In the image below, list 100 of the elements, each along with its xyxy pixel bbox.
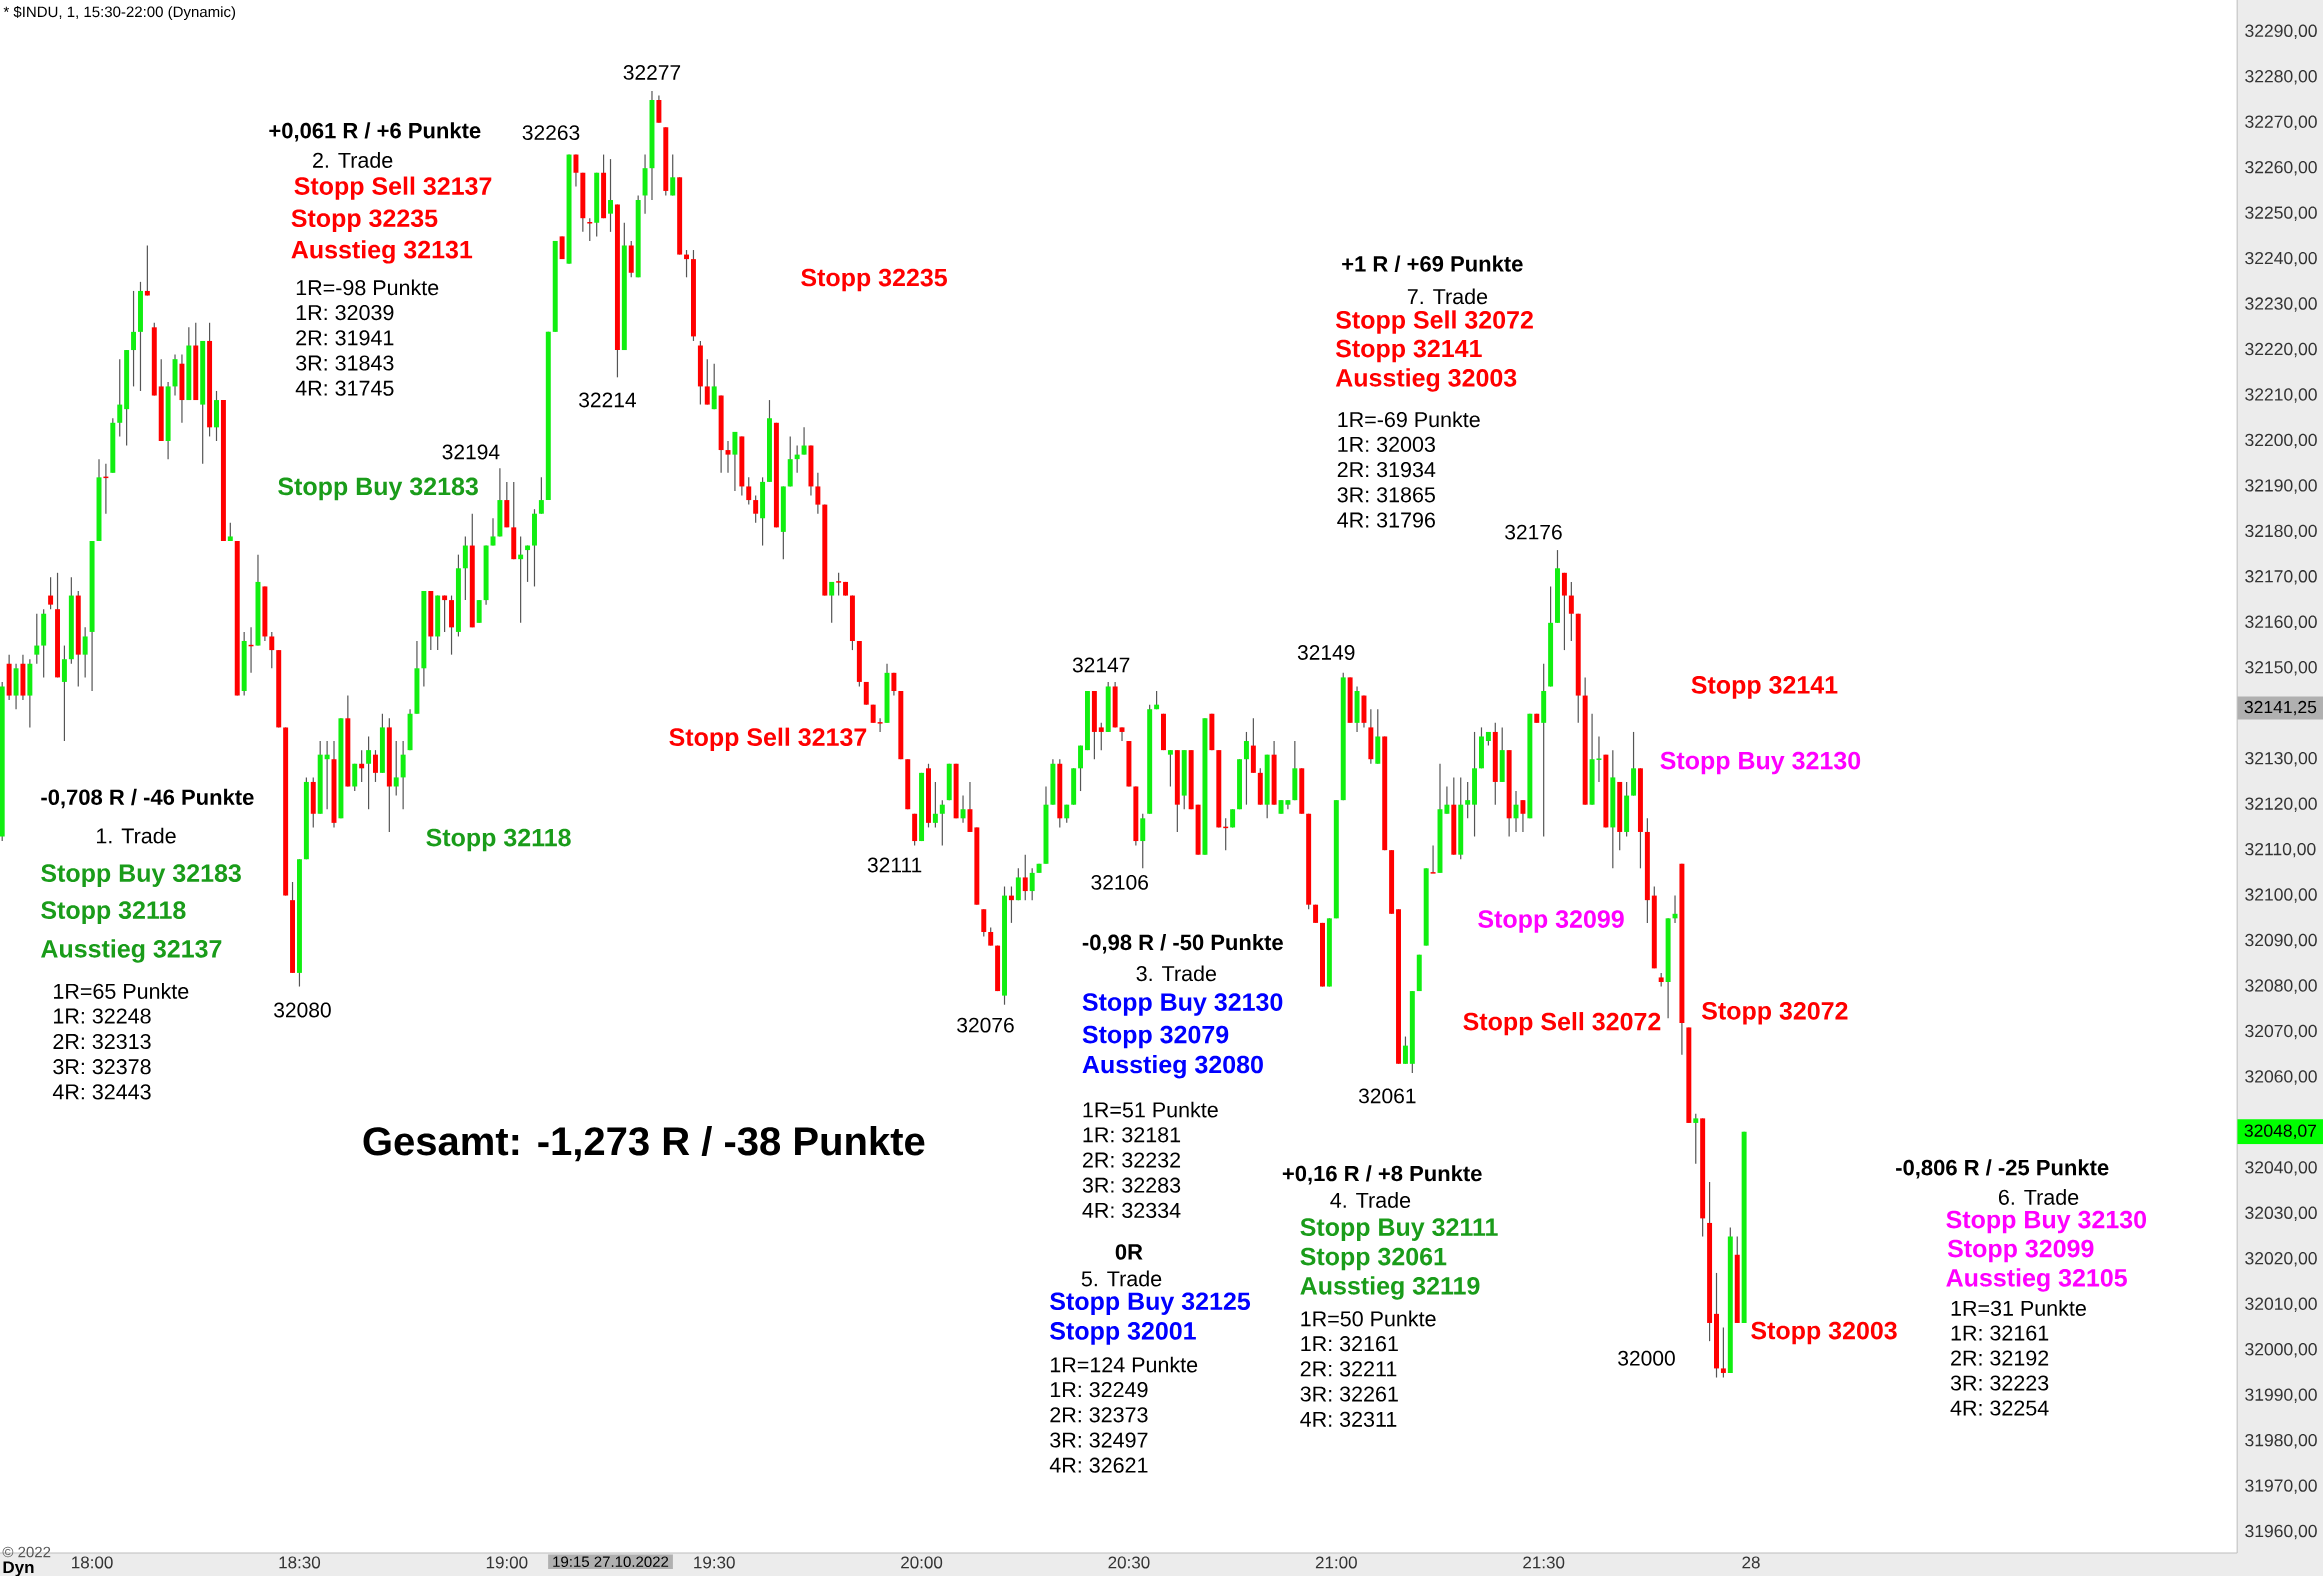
annotation: 1R=-98 Punkte [296,279,439,296]
annotation: 32080 [274,1002,331,1018]
annotation: 3R: 32378 [53,1059,151,1075]
annotation: Stopp Buy 32183 [41,864,241,887]
candlestick [1098,722,1104,751]
annotation: -0,806 R / -25 Punkte [1896,1159,2109,1179]
annotation: 1R=50 Punkte [1301,1310,1436,1327]
candlestick [538,476,544,515]
text: 28 [1742,1556,1760,1569]
candlestick [981,908,987,938]
annotation: 32277 [623,64,681,80]
candlestick [393,740,399,797]
candlestick [48,576,54,610]
candlestick [939,799,945,847]
y-tick-label: 32060,00 [2245,1070,2317,1085]
candlestick [746,476,752,506]
y-tick-label: 32220,00 [2245,342,2317,358]
candlestick [82,626,88,678]
annotation: 32263 [522,125,580,141]
candlestick [1029,867,1035,901]
annotation: 2. Trade [313,152,393,168]
annotation: 1R=-69 Punkte [1338,411,1480,428]
y-tick-label: 32070,00 [2245,1024,2317,1040]
text: Dyn [3,1561,34,1576]
annotation: Stopp Buy 32130 [1946,1210,2147,1234]
y-tick-label: 32010,00 [2245,1297,2317,1312]
annotation: 1R: 32161 [1301,1336,1398,1352]
annotation: 1R: 32248 [54,1008,151,1024]
candlestick [753,494,759,524]
x-tick-label: 20:00 [901,1556,943,1569]
candlestick [366,735,372,810]
y-tick-label: 32150,00 [2245,661,2317,676]
text: 32048,07 [2244,1124,2317,1139]
y-tick-label: 32090,00 [2245,933,2317,949]
candlestick [801,426,807,456]
annotation: 4. Trade [1330,1192,1411,1208]
y-tick-label: 32000,00 [2245,1342,2317,1358]
candlestick [704,358,710,406]
x-tick-label: 21:30 [1523,1556,1565,1569]
candlestick [1243,731,1249,806]
y-tick-label: 32260,00 [2245,160,2317,176]
annotation: 4R: 31745 [295,380,394,396]
annotation: Stopp 32099 [1947,1239,2094,1263]
annotation: Stopp 32118 [41,901,186,924]
candlestick [400,740,406,810]
y-tick-label: 32200,00 [2245,433,2317,449]
annotation: 32176 [1505,524,1562,540]
candlestick [1430,844,1436,874]
candlestick [372,749,378,783]
annotation: 2R: 32211 [1300,1361,1397,1377]
y-tick-label: 31990,00 [2245,1388,2317,1403]
candlestick [117,358,123,438]
annotation: Stopp Buy 32111 [1300,1218,1498,1241]
candlestick [711,363,717,410]
text: 32141,25 [2244,700,2317,716]
candlestick [960,794,966,824]
y-tick-label: 32160,00 [2245,615,2317,631]
annotation: Stopp Sell 32072 [1463,1012,1661,1036]
annotation: 32106 [1091,874,1149,890]
y-tick-label: 32180,00 [2245,524,2317,540]
y-tick-label: 32240,00 [2245,251,2317,267]
annotation: Ausstieg 32137 [41,939,222,963]
annotation: 6. Trade [1998,1189,2079,1205]
y-tick-label: 32280,00 [2245,70,2317,85]
candlestick [61,644,67,742]
x-tick-label: 21:00 [1315,1556,1357,1569]
candlestick [1015,867,1021,901]
annotation: Stopp Buy 32183 [278,477,478,501]
annotation: 2R: 32373 [1050,1407,1148,1423]
annotation: Stopp Buy 32130 [1082,993,1283,1016]
y-tick-label: 32040,00 [2245,1161,2317,1176]
candlestick [269,631,275,669]
annotation: Stopp Buy 32130 [1660,751,1861,775]
annotation: 32147 [1072,657,1130,673]
candlestick [34,613,40,665]
annotation: 3R: 32497 [1050,1432,1148,1448]
y-tick-label: 32270,00 [2245,115,2317,130]
candlestick [1693,1113,1699,1165]
annotation: Gesamt: -1,273 R / -38 Punkte [363,1126,925,1162]
y-tick-label: 31970,00 [2245,1479,2317,1494]
y-tick-label: 32030,00 [2245,1206,2317,1222]
annotation: 3R: 31865 [1337,487,1435,503]
y-tick-label: 32250,00 [2245,206,2317,221]
annotation: Stopp 32003 [1751,1321,1897,1345]
candlestick [476,599,482,624]
annotation: 2R: 32232 [1082,1152,1181,1168]
annotation: 1. Trade [97,827,176,844]
annotation: -0,98 R / -50 Punkte [1082,934,1283,954]
annotation: 4R: 31796 [1337,512,1435,528]
candlestick [1444,785,1450,815]
annotation: Stopp 32001 [1050,1322,1196,1345]
annotation: Stopp 32061 [1300,1247,1447,1271]
annotation: Stopp 32079 [1082,1025,1229,1049]
annotation: 3. Trade [1136,965,1217,982]
candlestick [988,926,994,947]
x-tick-label: 19:00 [486,1556,528,1569]
annotation: 1R: 32249 [1050,1382,1148,1398]
candlestick [815,472,821,515]
annotation: 32149 [1297,645,1355,660]
candlestick [967,781,973,833]
